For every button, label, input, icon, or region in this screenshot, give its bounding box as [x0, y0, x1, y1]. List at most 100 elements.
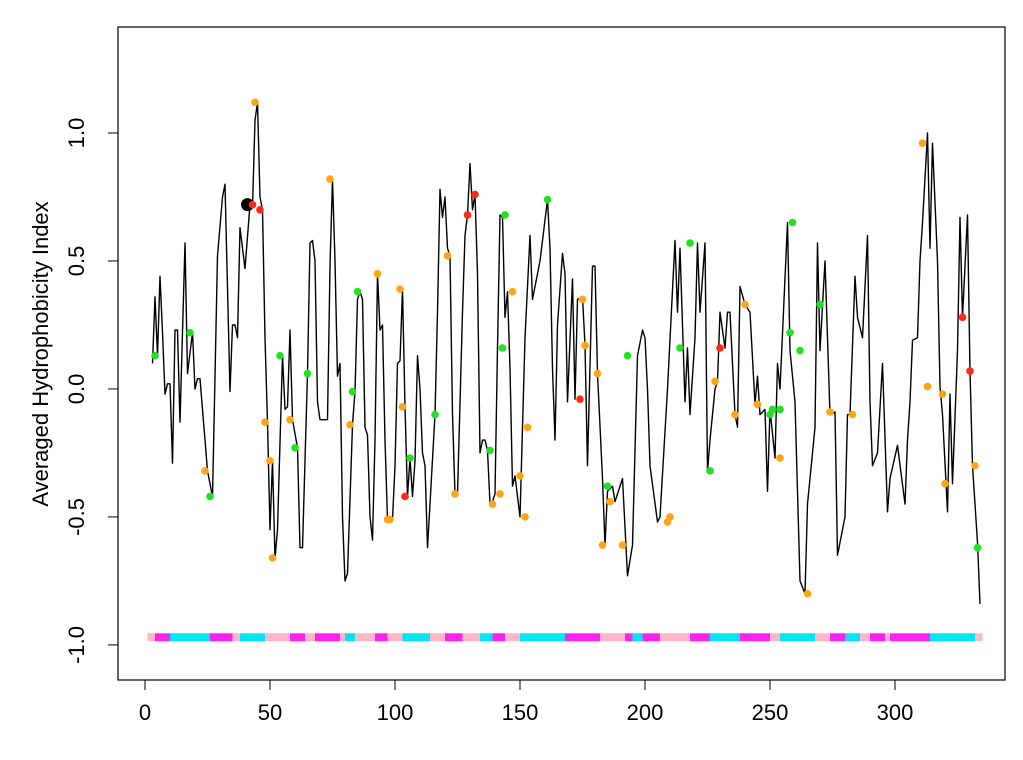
track-segment — [240, 633, 265, 642]
y-tick-label: 0.5 — [64, 246, 89, 277]
data-point — [666, 513, 674, 521]
data-point — [431, 410, 439, 419]
track-segment — [660, 633, 690, 642]
data-point — [521, 513, 529, 521]
data-point — [291, 444, 299, 452]
x-tick-label: 150 — [502, 700, 539, 725]
data-point — [941, 479, 949, 488]
track-segment — [930, 633, 975, 642]
data-point — [186, 328, 194, 337]
x-tick-label: 50 — [258, 700, 282, 725]
track-segment — [600, 633, 625, 642]
track-segment — [492, 633, 505, 642]
track-segment — [860, 633, 870, 642]
track-segment — [375, 633, 388, 642]
data-point — [406, 454, 414, 462]
data-point — [576, 395, 584, 403]
data-line — [151, 101, 981, 605]
y-tick-label: -1.0 — [64, 626, 89, 664]
data-point — [796, 346, 804, 355]
x-tick-label: 200 — [627, 700, 664, 725]
data-point — [463, 211, 472, 219]
data-point — [523, 423, 532, 432]
data-point — [276, 351, 284, 360]
data-point — [286, 415, 294, 424]
data-point — [731, 410, 739, 419]
track-segment — [480, 633, 493, 642]
data-point — [451, 490, 459, 498]
data-point — [543, 195, 552, 204]
track-segment — [830, 633, 845, 642]
data-point — [593, 369, 602, 378]
y-tick-label: 1.0 — [64, 118, 89, 149]
data-point — [268, 554, 277, 562]
data-point — [348, 387, 357, 396]
track-segment — [690, 633, 710, 642]
data-point — [353, 287, 362, 296]
track-segment — [625, 633, 633, 642]
data-point — [496, 490, 504, 498]
data-point — [938, 390, 947, 398]
track-segment — [355, 633, 375, 642]
x-tick-label: 300 — [877, 700, 914, 725]
plot-box — [117, 26, 1006, 681]
track-segment — [642, 633, 660, 642]
track-segment — [710, 633, 740, 642]
data-point — [398, 403, 407, 411]
track-segment — [505, 633, 520, 642]
data-point — [848, 410, 857, 419]
data-point — [826, 408, 834, 416]
data-point — [251, 98, 259, 107]
track-segment — [345, 633, 355, 642]
data-point — [788, 218, 797, 227]
track-segment — [315, 633, 340, 642]
track-segment — [870, 633, 885, 642]
data-point — [516, 472, 524, 480]
data-point — [471, 190, 479, 199]
track-segment — [155, 633, 170, 642]
data-point — [686, 239, 694, 247]
track-segment — [402, 633, 430, 642]
x-tick-label: 250 — [752, 700, 789, 725]
data-point — [488, 500, 497, 508]
track-segment — [147, 633, 155, 642]
track-segment — [387, 633, 403, 642]
data-point — [266, 456, 274, 465]
data-point — [753, 400, 762, 409]
data-point — [443, 252, 452, 260]
data-point — [618, 541, 627, 549]
track-segment — [565, 633, 600, 642]
x-tick-label: 100 — [377, 700, 414, 725]
data-point — [971, 461, 979, 470]
track-segment — [890, 633, 930, 642]
data-point — [401, 492, 409, 501]
data-point — [303, 369, 312, 378]
track-segment — [632, 633, 643, 642]
track-segment — [780, 633, 815, 642]
track-segment — [170, 633, 210, 642]
y-tick-label: -0.5 — [64, 498, 89, 536]
data-point — [966, 367, 974, 375]
track-segment — [462, 633, 480, 642]
data-point — [508, 287, 517, 296]
track-segment — [445, 633, 463, 642]
data-point — [581, 341, 589, 350]
data-point — [973, 543, 982, 552]
track-segment — [210, 633, 233, 642]
data-point — [918, 139, 927, 148]
track-segment — [232, 633, 240, 642]
track-segment — [975, 633, 983, 642]
data-point — [706, 467, 714, 475]
data-point — [206, 492, 214, 501]
data-point — [201, 467, 209, 475]
track-segment — [430, 633, 445, 642]
track-segment — [340, 633, 345, 642]
track-segment — [845, 633, 860, 642]
data-point — [816, 300, 824, 309]
data-point — [501, 211, 509, 219]
track-segment — [740, 633, 770, 642]
track-segment — [520, 633, 565, 642]
data-point — [486, 446, 494, 455]
data-point — [606, 497, 614, 506]
